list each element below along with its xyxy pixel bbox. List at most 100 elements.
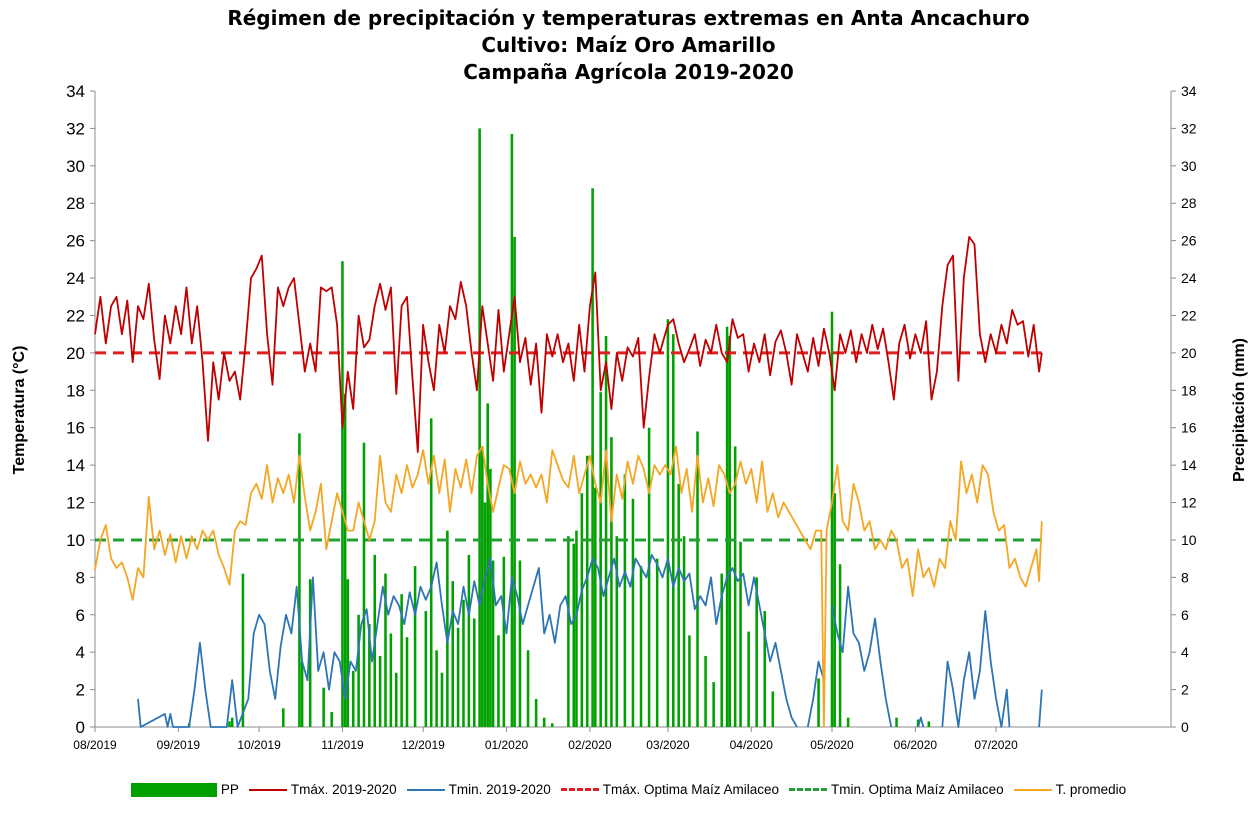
y-tick-label-left: 20 xyxy=(66,344,85,363)
y-tick-label-left: 0 xyxy=(76,718,85,737)
pp-bar xyxy=(599,392,602,727)
pp-bar xyxy=(384,573,387,727)
pp-bar xyxy=(755,577,758,727)
pp-bar xyxy=(478,128,481,728)
x-tick-label: 12/2019 xyxy=(401,738,445,752)
y-tick-label-right: 28 xyxy=(1181,195,1197,211)
y-tick-label-left: 2 xyxy=(76,681,85,700)
pp-bar xyxy=(467,554,471,727)
pp-bar xyxy=(513,236,516,727)
x-tick-label: 04/2020 xyxy=(730,738,774,752)
y-tick-label-left: 12 xyxy=(66,494,85,513)
pp-bar xyxy=(623,474,627,727)
pp-bar xyxy=(594,487,597,727)
pp-bar xyxy=(497,635,500,727)
pp-bar xyxy=(389,633,393,727)
pp-bar xyxy=(405,637,409,727)
y-tick-label-right: 20 xyxy=(1181,345,1197,361)
legend-item-tmax-optima: Tmáx. Optima Maíz Amilaceo xyxy=(560,782,780,797)
tmin-line xyxy=(137,554,1043,728)
pp-bar xyxy=(688,635,691,727)
pp-bar xyxy=(534,698,538,727)
y-tick-label-right: 14 xyxy=(1181,457,1197,473)
legend-swatch-tmax-optima xyxy=(560,788,599,791)
pp-bar xyxy=(394,672,398,727)
pp-bar xyxy=(585,455,589,727)
pp-bar xyxy=(704,655,707,727)
pp-bar xyxy=(830,311,834,727)
legend-label-tpromedio: T. promedio xyxy=(1055,782,1127,797)
y-tick-label-left: 26 xyxy=(66,232,85,251)
tpromedio-line xyxy=(94,445,1043,728)
pp-bar xyxy=(400,594,403,727)
pp-bar xyxy=(572,543,576,727)
x-tick-label: 03/2020 xyxy=(646,738,690,752)
x-tick-label: 02/2020 xyxy=(568,738,612,752)
pp-bar xyxy=(322,687,325,727)
pp-bar xyxy=(542,717,546,727)
pp-bar xyxy=(647,427,651,727)
pp-bar xyxy=(510,134,514,727)
pp-bar xyxy=(446,530,449,727)
chart-legend: PP Tmáx. 2019-2020 Tmin. 2019-2020 Tmáx.… xyxy=(0,782,1257,797)
pp-bar xyxy=(330,712,333,727)
y-tick-label-right: 30 xyxy=(1181,158,1197,174)
pp-bar xyxy=(341,261,344,727)
pp-bar xyxy=(429,418,433,727)
pp-bar xyxy=(833,493,836,727)
y-tick-label-left: 14 xyxy=(66,456,85,475)
x-tick-label: 08/2019 xyxy=(73,738,117,752)
pp-bar xyxy=(672,334,675,727)
y-tick-label-left: 32 xyxy=(66,119,85,138)
pp-bar xyxy=(720,573,723,727)
chart-title-line-1: Régimen de precipitación y temperaturas … xyxy=(227,6,1030,30)
pp-bar xyxy=(728,336,732,727)
y-tick-label-right: 24 xyxy=(1181,270,1197,286)
pp-bar xyxy=(682,536,686,727)
legend-label-tmax-optima: Tmáx. Optima Maíz Amilaceo xyxy=(602,782,780,797)
chart-title-line-2: Cultivo: Maíz Oro Amarillo xyxy=(481,33,776,57)
pp-bar xyxy=(483,502,487,727)
pp-bar xyxy=(343,394,347,727)
pp-bar xyxy=(655,558,659,727)
pp-bar xyxy=(696,431,699,727)
series-lines xyxy=(94,236,1043,728)
y-tick-label-right: 34 xyxy=(1181,83,1197,99)
y-tick-label-right: 12 xyxy=(1181,495,1197,511)
pp-bar xyxy=(451,581,455,727)
pp-bar xyxy=(846,717,850,727)
legend-item-pp: PP xyxy=(130,782,239,797)
pp-bar xyxy=(368,624,371,727)
pp-bar xyxy=(424,611,428,727)
pp-bar xyxy=(362,442,366,727)
y-tick-label-right: 6 xyxy=(1181,607,1189,623)
legend-label-pp: PP xyxy=(220,782,239,797)
pp-bar xyxy=(677,483,680,727)
x-tick-label: 07/2020 xyxy=(974,738,1018,752)
pp-bar xyxy=(631,498,635,727)
pp-bar xyxy=(346,579,350,727)
y-tick-label-right: 8 xyxy=(1181,569,1189,585)
y-tick-label-right: 18 xyxy=(1181,382,1197,398)
y-axis-left-label: Temperatura (°C) xyxy=(11,346,28,475)
pp-bar xyxy=(771,691,775,727)
y-tick-label-right: 4 xyxy=(1181,644,1189,660)
pp-bar xyxy=(639,566,643,727)
pp-bar xyxy=(739,541,742,727)
pp-bar xyxy=(298,433,301,727)
pp-bar xyxy=(440,672,444,727)
pp-bar xyxy=(550,723,554,727)
y-tick-label-right: 26 xyxy=(1181,233,1197,249)
pp-bar xyxy=(351,670,355,727)
pp-bar xyxy=(491,560,495,727)
pp-bar xyxy=(282,708,285,727)
legend-swatch-tpromedio xyxy=(1013,788,1052,791)
pp-bar xyxy=(456,627,460,727)
pp-bar xyxy=(526,650,530,727)
pp-bar xyxy=(666,319,670,727)
y-tick-label-left: 28 xyxy=(66,194,85,213)
pp-bar xyxy=(378,655,382,727)
legend-swatch-tmax xyxy=(248,788,287,791)
